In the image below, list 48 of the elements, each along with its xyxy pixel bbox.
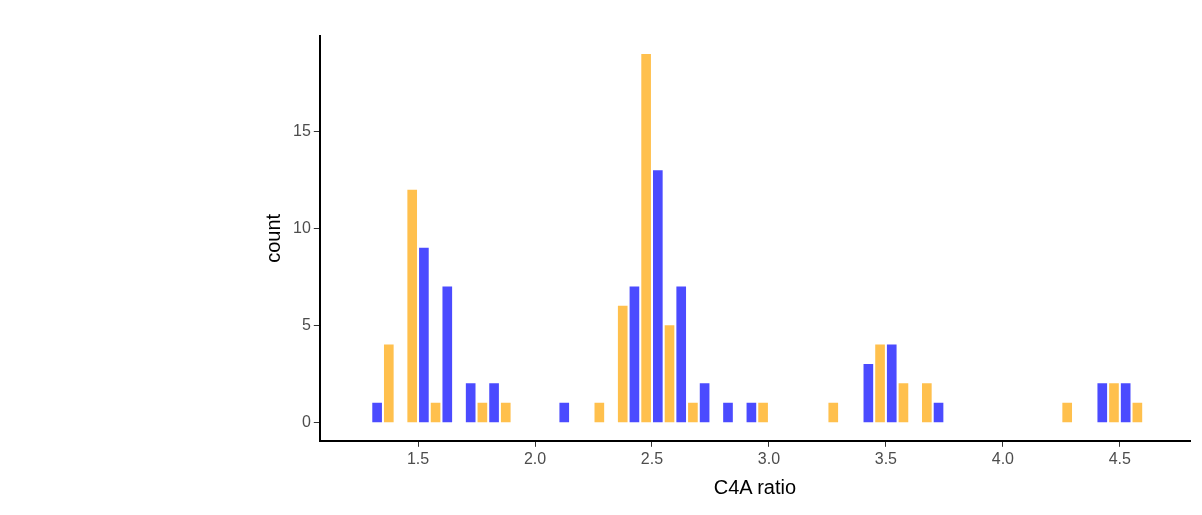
- bar: [1097, 383, 1108, 423]
- x-tick-label: 4.5: [1108, 449, 1132, 467]
- y-tick-label: 15: [293, 122, 311, 140]
- bar: [500, 402, 511, 423]
- x-tick-label: 4.0: [991, 449, 1015, 467]
- x-tick-label: 2.5: [640, 449, 664, 467]
- x-tick-label: 1.5: [406, 449, 430, 467]
- bar: [617, 305, 628, 423]
- bar: [863, 363, 874, 423]
- bar: [419, 247, 429, 423]
- bar: [922, 383, 932, 423]
- bar: [723, 402, 733, 423]
- bar: [407, 189, 418, 423]
- bar: [1062, 402, 1073, 423]
- bar: [1109, 383, 1119, 423]
- bar: [594, 402, 605, 423]
- bar: [652, 170, 663, 423]
- y-tick-label: 10: [293, 219, 311, 237]
- bar: [1132, 402, 1143, 423]
- bar: [629, 286, 640, 423]
- bar: [688, 402, 698, 423]
- bar: [559, 402, 570, 423]
- y-tick-label: 0: [301, 412, 311, 430]
- bar: [442, 286, 453, 423]
- bar: [898, 383, 909, 423]
- bar: [383, 344, 394, 423]
- bar: [699, 383, 710, 423]
- bar: [477, 402, 488, 423]
- bar: [641, 54, 651, 423]
- bar: [664, 325, 675, 423]
- x-tick-label: 2.0: [523, 449, 547, 467]
- x-axis-title: C4A ratio: [713, 475, 797, 498]
- bar: [886, 344, 897, 423]
- bar: [372, 402, 382, 423]
- y-axis-title: count: [261, 213, 284, 263]
- bar: [828, 402, 839, 423]
- bar: [465, 383, 476, 423]
- bar: [676, 286, 687, 423]
- y-tick-label: 5: [301, 315, 311, 333]
- x-tick-label: 3.0: [757, 449, 781, 467]
- bar: [746, 402, 757, 423]
- bar: [489, 383, 499, 423]
- bar: [430, 402, 441, 423]
- bar: [1120, 383, 1131, 423]
- bar: [875, 344, 885, 423]
- bar: [933, 402, 944, 423]
- x-tick-label: 3.5: [874, 449, 898, 467]
- bar: [758, 402, 768, 423]
